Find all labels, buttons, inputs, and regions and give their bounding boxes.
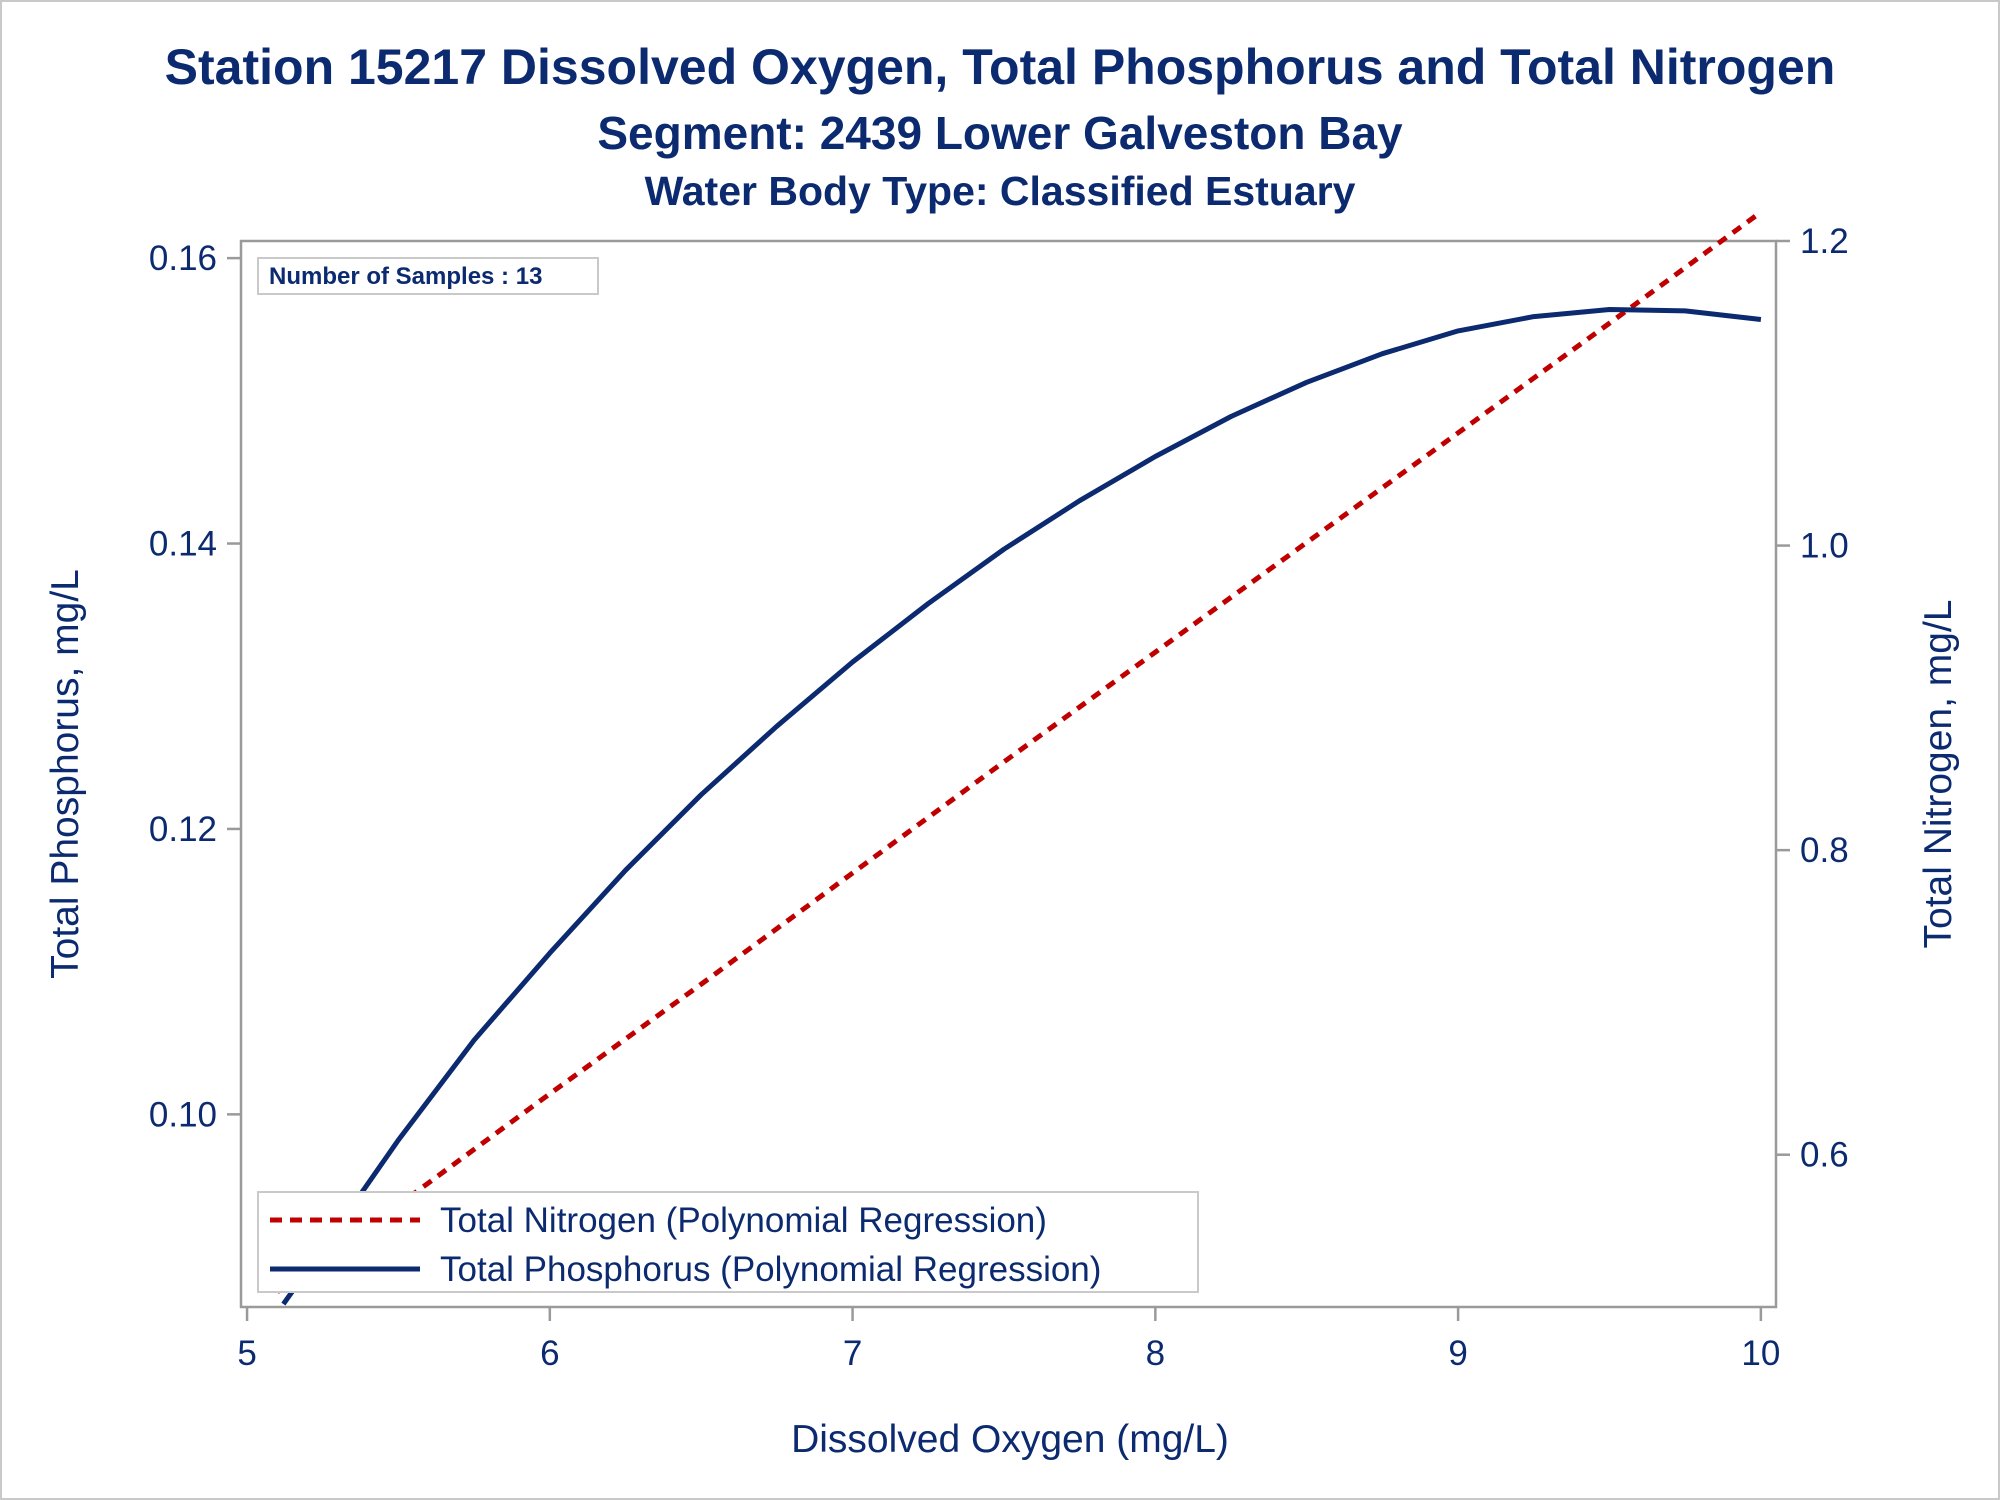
plot-area-border	[239, 239, 1778, 1309]
y-left-tick-label: 0.10	[149, 1095, 217, 1134]
x-tick-label: 6	[540, 1334, 559, 1373]
legend: Total Nitrogen (Polynomial Regression) T…	[257, 1191, 1199, 1293]
legend-label-phosphorus: Total Phosphorus (Polynomial Regression)	[440, 1250, 1101, 1289]
series-layer	[275, 210, 1763, 1306]
chart-title: Station 15217 Dissolved Oxygen, Total Ph…	[164, 39, 1836, 95]
x-tick-label: 5	[237, 1334, 256, 1373]
left-y-axis: 0.10 0.12 0.14 0.16	[149, 239, 241, 1134]
x-tick-label: 10	[1741, 1334, 1780, 1373]
sample-count-box: Number of Samples : 13	[257, 257, 599, 295]
right-y-axis-label: Total Nitrogen, mg/L	[1917, 599, 1960, 948]
series-line-total-phosphorus	[281, 307, 1762, 1306]
x-tick-label: 9	[1448, 1334, 1467, 1373]
x-axis-label: Dissolved Oxygen (mg/L)	[791, 1418, 1229, 1461]
y-left-tick-label: 0.16	[149, 239, 217, 278]
x-tick-label: 7	[843, 1334, 862, 1373]
y-left-tick-label: 0.14	[149, 525, 217, 564]
right-y-axis: 0.6 0.8 1.0 1.2	[1776, 222, 1849, 1175]
y-right-tick-label: 0.6	[1800, 1136, 1849, 1175]
left-y-axis-label: Total Phosphorus, mg/L	[44, 569, 87, 979]
y-right-tick-label: 1.2	[1800, 222, 1849, 261]
legend-label-nitrogen: Total Nitrogen (Polynomial Regression)	[440, 1201, 1047, 1240]
y-right-tick-label: 1.0	[1800, 527, 1849, 566]
y-left-tick-label: 0.12	[149, 810, 217, 849]
y-right-tick-label: 0.8	[1800, 831, 1849, 870]
x-axis: 5 6 7 8 9 10	[237, 1307, 1780, 1373]
legend-box	[257, 1191, 1199, 1293]
x-tick-label: 8	[1146, 1334, 1165, 1373]
chart-subtitle-water-body: Water Body Type: Classified Estuary	[644, 168, 1356, 214]
series-line-total-nitrogen	[275, 210, 1763, 1294]
chart-subtitle-segment: Segment: 2439 Lower Galveston Bay	[597, 107, 1403, 159]
sample-count-label: Number of Samples : 13	[269, 263, 542, 290]
